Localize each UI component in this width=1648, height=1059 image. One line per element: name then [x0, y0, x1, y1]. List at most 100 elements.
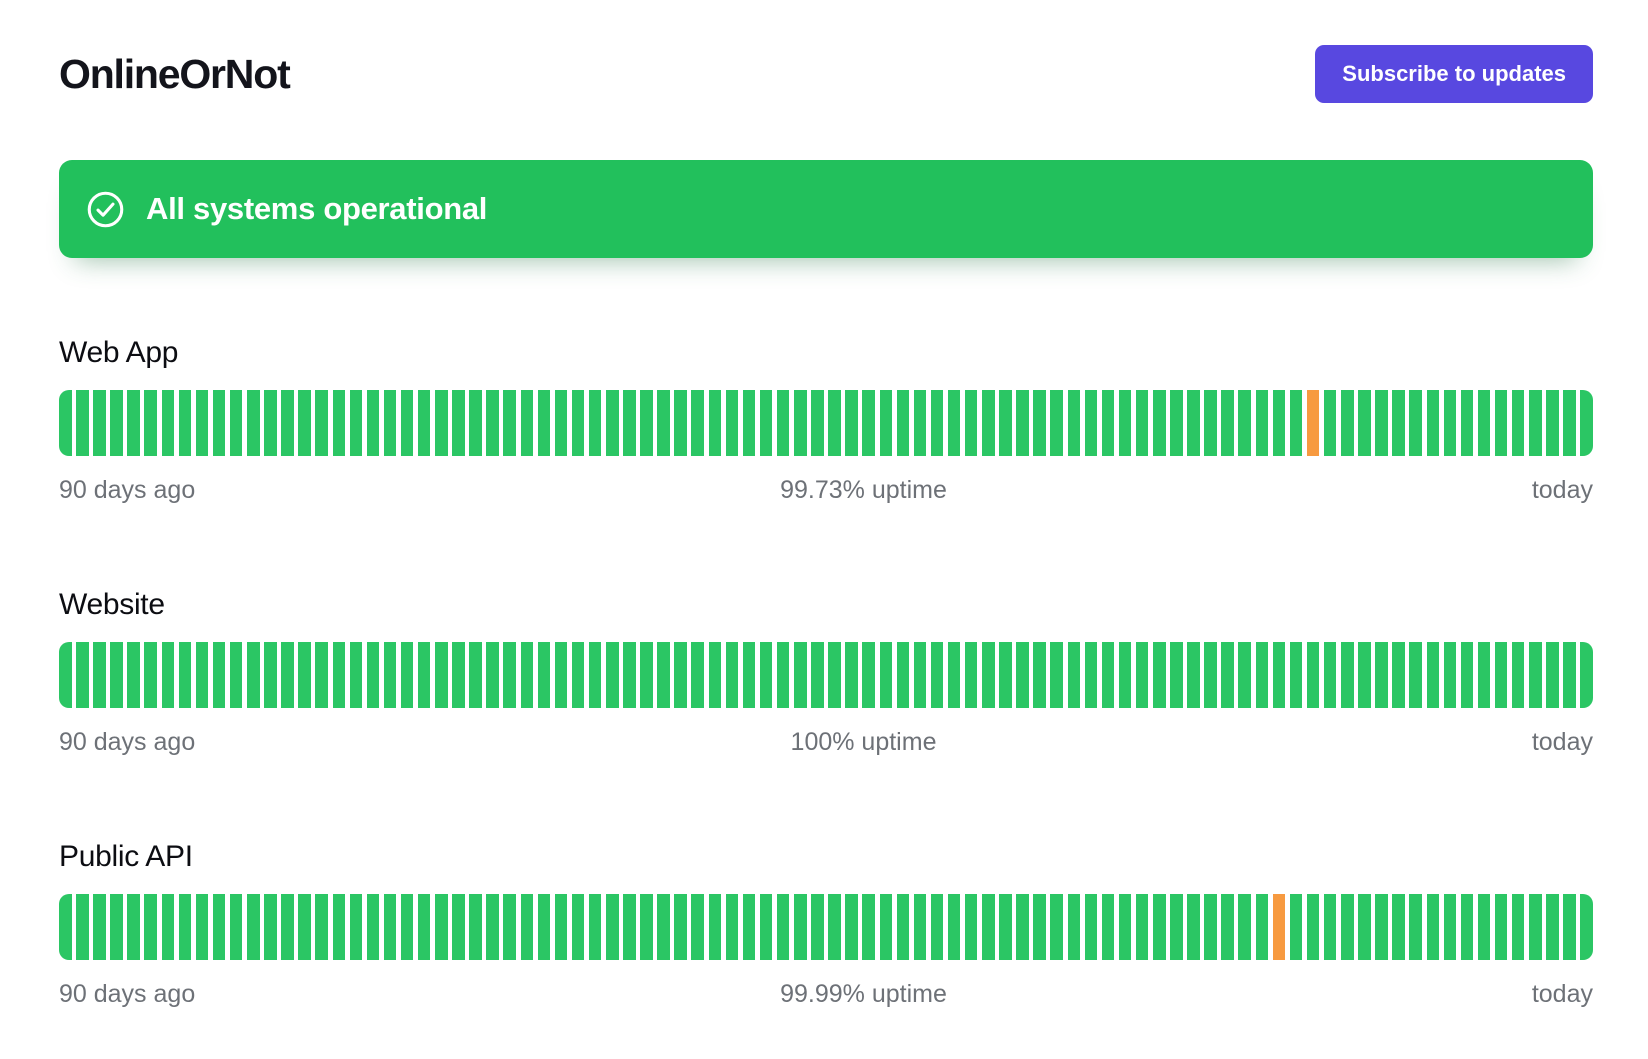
- uptime-bar-up: [845, 390, 858, 457]
- uptime-bar-up: [913, 642, 927, 709]
- uptime-bar-up: [1323, 642, 1337, 709]
- uptime-bar-up: [1101, 642, 1115, 709]
- uptime-bar-up: [1118, 390, 1132, 457]
- uptime-bar-up: [1477, 390, 1491, 457]
- status-banner-message: All systems operational: [146, 191, 488, 227]
- uptime-bar-up: [776, 893, 790, 960]
- subscribe-to-updates-button[interactable]: Subscribe to updates: [1315, 45, 1593, 104]
- service-section-public-api: Public API 90 days ago 99.99% uptime tod…: [59, 841, 1593, 1009]
- uptime-bar-up: [383, 390, 397, 457]
- uptime-bar-up: [178, 642, 192, 709]
- uptime-bar-up: [828, 893, 841, 960]
- uptime-bar-up: [828, 390, 841, 457]
- uptime-bar-up: [1460, 390, 1474, 457]
- range-start-label: 90 days ago: [59, 979, 196, 1008]
- uptime-bar-up: [195, 893, 209, 960]
- uptime-bar-up: [811, 893, 824, 960]
- uptime-bar-up: [1443, 390, 1457, 457]
- uptime-bar-up: [452, 390, 465, 457]
- uptime-bar-up: [1033, 893, 1046, 960]
- uptime-bar-up: [281, 642, 294, 709]
- uptime-bar-up: [811, 390, 824, 457]
- range-start-label: 90 days ago: [59, 476, 196, 505]
- uptime-bar-up: [930, 893, 944, 960]
- uptime-bar-up: [1529, 642, 1542, 709]
- uptime-bar-up: [452, 642, 465, 709]
- uptime-bar-up: [691, 893, 704, 960]
- uptime-bar-up: [794, 642, 807, 709]
- uptime-percentage: 100% uptime: [790, 728, 937, 757]
- uptime-bar-up: [332, 642, 345, 709]
- uptime-bar-up: [554, 893, 568, 960]
- uptime-bar-up: [1494, 893, 1508, 960]
- uptime-bar-up: [879, 893, 892, 960]
- uptime-bar-up: [1101, 390, 1115, 457]
- uptime-bar-up: [623, 642, 636, 709]
- uptime-bar-up: [1426, 893, 1439, 960]
- uptime-bar-up: [691, 642, 704, 709]
- uptime-bar-up: [776, 390, 790, 457]
- uptime-bar-up: [110, 390, 123, 457]
- uptime-bar-up: [1409, 390, 1422, 457]
- uptime-bar-up: [520, 642, 534, 709]
- uptime-bar-up: [606, 893, 619, 960]
- uptime-percentage: 99.73% uptime: [780, 476, 947, 505]
- uptime-bar-up: [691, 390, 704, 457]
- uptime-bar-up: [1426, 642, 1439, 709]
- uptime-bar-up: [930, 642, 944, 709]
- uptime-bar-up: [1358, 642, 1371, 709]
- uptime-bar-up: [674, 642, 687, 709]
- uptime-bar-up: [1563, 893, 1576, 960]
- uptime-bar-up: [947, 893, 961, 960]
- uptime-bar-up: [708, 390, 722, 457]
- uptime-bar-up: [1392, 390, 1405, 457]
- uptime-bar-up: [486, 893, 499, 960]
- uptime-bar-up: [1016, 390, 1029, 457]
- uptime-bar-up: [1187, 390, 1200, 457]
- uptime-bar-up: [1187, 642, 1200, 709]
- range-end-label: today: [1531, 979, 1593, 1008]
- uptime-bar-up: [435, 642, 448, 709]
- uptime-bar-up: [759, 390, 773, 457]
- uptime-bar-up: [1529, 390, 1542, 457]
- uptime-bar-up: [1460, 642, 1474, 709]
- uptime-bar-up: [1153, 893, 1166, 960]
- uptime-bar-up: [537, 390, 551, 457]
- uptime-bar-up: [1511, 642, 1525, 709]
- uptime-bar-up: [400, 642, 414, 709]
- uptime-bar-degraded: [1306, 390, 1320, 457]
- uptime-bar-up: [400, 390, 414, 457]
- uptime-bar-up: [588, 893, 602, 960]
- uptime-bar-up: [606, 642, 619, 709]
- uptime-bar-up: [1170, 390, 1183, 457]
- uptime-bar-up: [742, 642, 756, 709]
- uptime-bar-up: [1375, 642, 1388, 709]
- uptime-bar-up: [93, 893, 106, 960]
- uptime-bar-up: [554, 390, 568, 457]
- uptime-percentage: 99.99% uptime: [780, 979, 947, 1008]
- uptime-bar-up: [982, 642, 995, 709]
- uptime-bar-up: [161, 642, 175, 709]
- uptime-bar-up: [725, 390, 739, 457]
- uptime-bar-up: [161, 893, 175, 960]
- uptime-bar-up: [606, 390, 619, 457]
- uptime-bar-up: [400, 893, 414, 960]
- uptime-bar-up: [571, 893, 585, 960]
- uptime-bar-up: [212, 390, 226, 457]
- uptime-bar-up: [1358, 390, 1371, 457]
- uptime-bar-up: [1306, 893, 1320, 960]
- uptime-bar-up: [1580, 642, 1593, 709]
- uptime-bar-up: [1477, 893, 1491, 960]
- uptime-bar-up: [469, 642, 482, 709]
- uptime-bar-up: [417, 893, 431, 960]
- uptime-bar-up: [247, 390, 260, 457]
- uptime-bar-up: [964, 390, 978, 457]
- uptime-bar-up: [315, 390, 328, 457]
- uptime-bar-up: [247, 893, 260, 960]
- uptime-bar-up: [947, 642, 961, 709]
- uptime-bar-up: [1272, 390, 1286, 457]
- uptime-bar-up: [1409, 893, 1422, 960]
- uptime-bar-up: [486, 390, 499, 457]
- uptime-bar-up: [1255, 390, 1269, 457]
- uptime-bar-up: [417, 642, 431, 709]
